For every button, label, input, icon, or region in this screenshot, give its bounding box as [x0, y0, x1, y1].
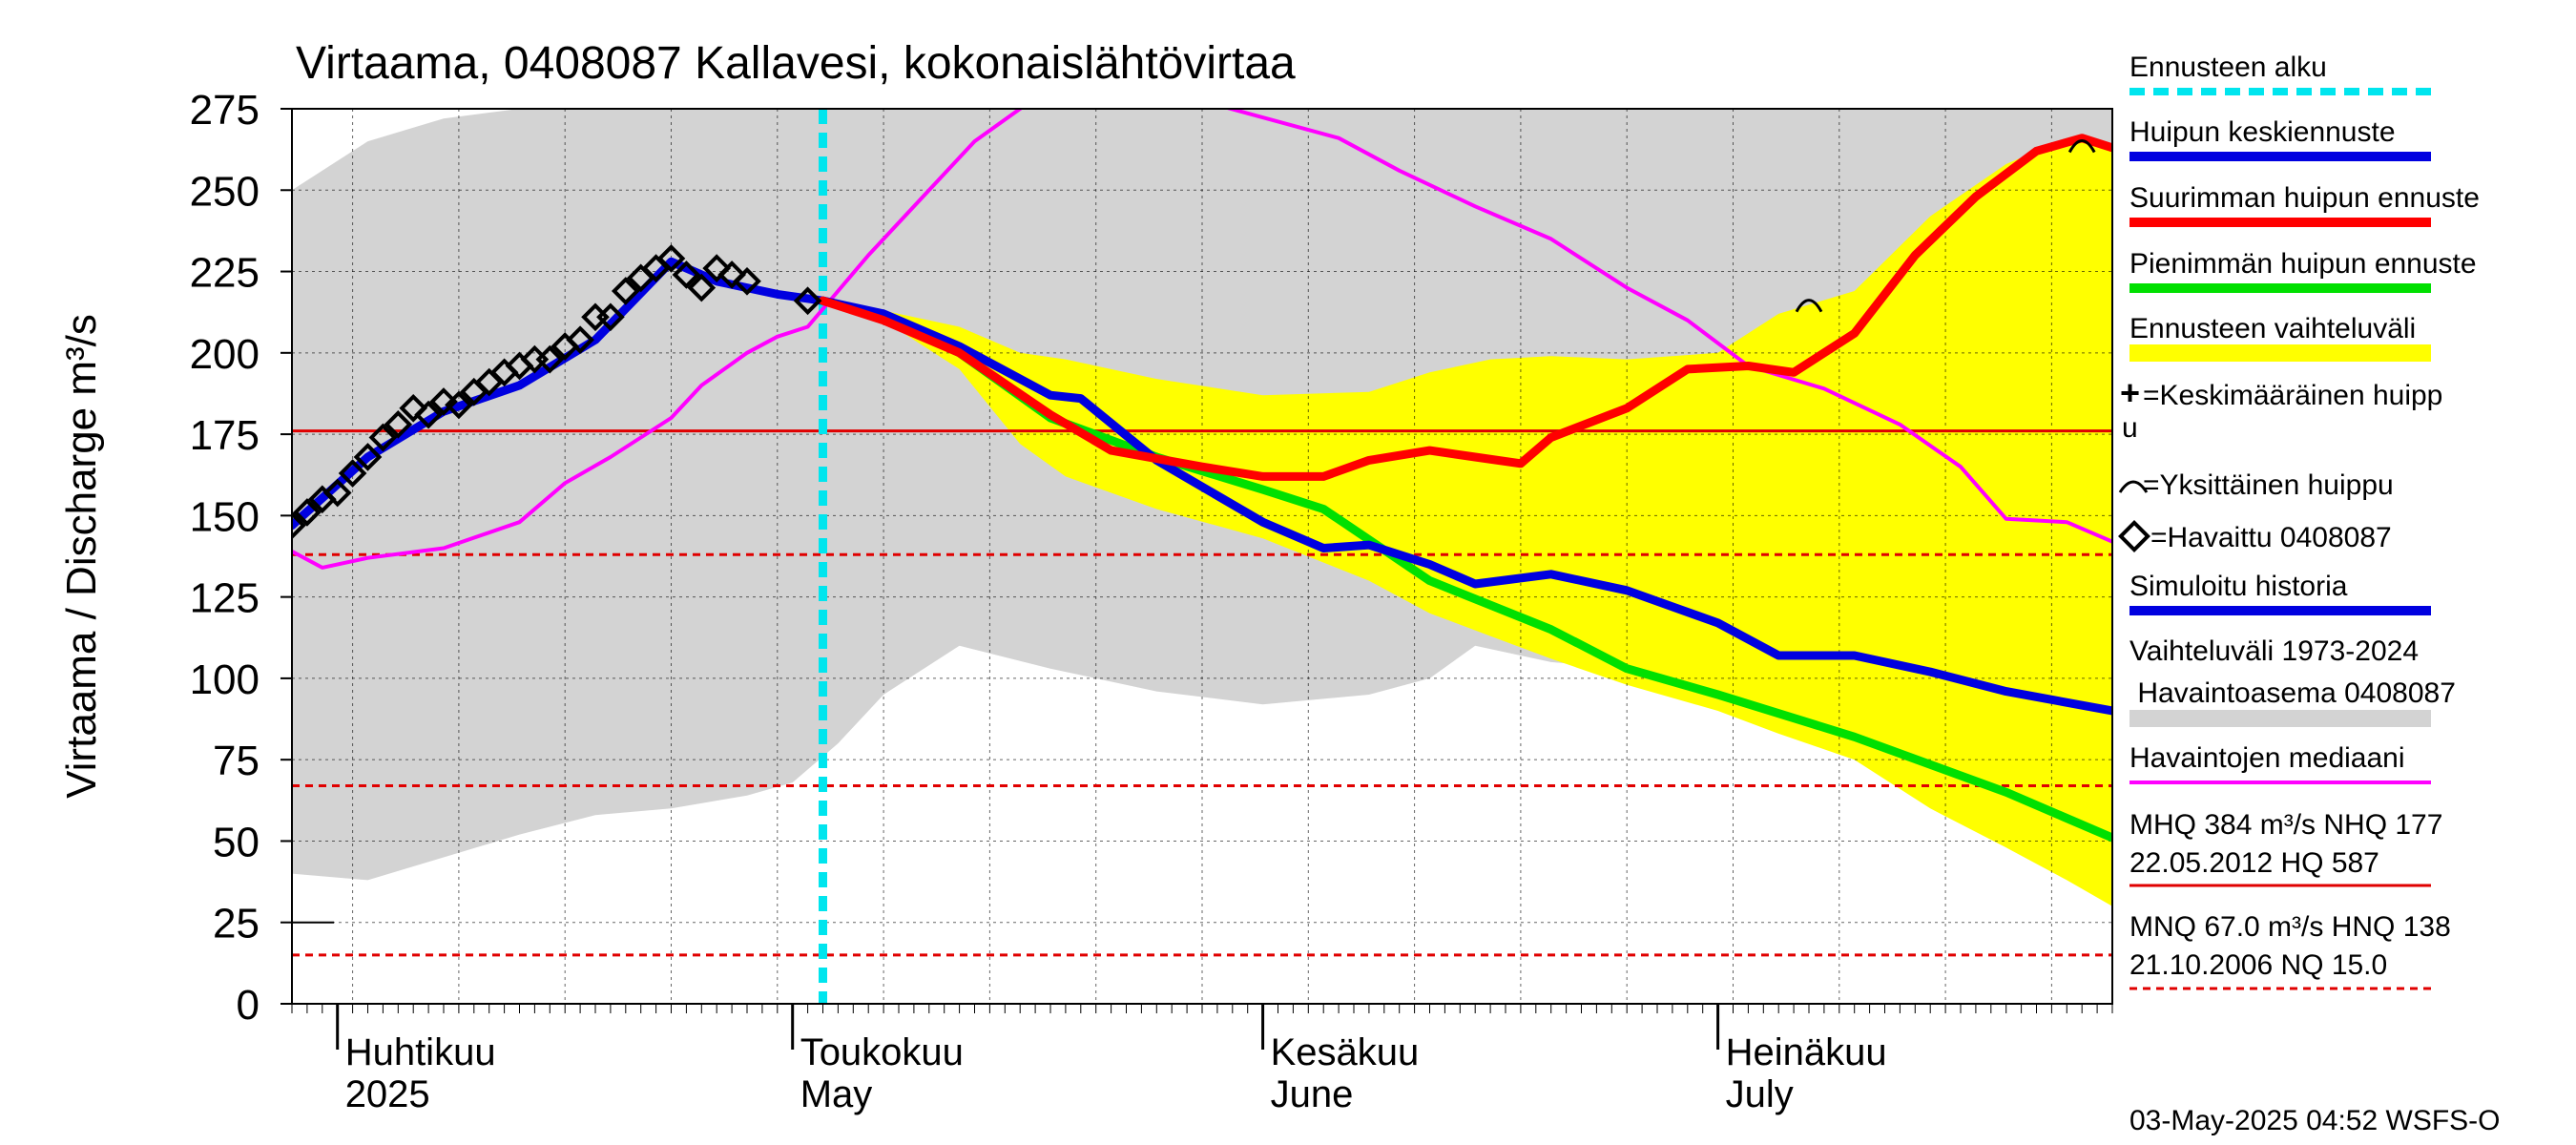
observed-point: [368, 423, 398, 452]
legend-avg-peak-label-cont: u: [2122, 412, 2138, 444]
observed-point: [293, 498, 322, 527]
legend-mnq-label: MNQ 67.0 m³/s HNQ 138: [2129, 911, 2451, 943]
y-tick-label: 125: [190, 575, 260, 622]
x-month-label-en: July: [1726, 1073, 1794, 1115]
peak-marker: [1795, 299, 1823, 313]
legend: Ennusteen alku Huipun keskiennuste Suuri…: [2118, 52, 2480, 990]
legend-range-label: Vaihteluväli 1973-2024: [2129, 635, 2419, 667]
legend-mnq-label-cont: 21.10.2006 NQ 15.0: [2129, 949, 2387, 981]
y-tick-label: 275: [190, 87, 260, 134]
observed-point: [445, 390, 473, 420]
y-tick-label: 75: [213, 738, 260, 784]
legend-mean-peak-label: Huipun keskiennuste: [2129, 116, 2396, 148]
y-tick-label: 225: [190, 250, 260, 297]
y-tick-label: 100: [190, 656, 260, 703]
observed-markers: [292, 139, 2096, 540]
observed-point: [384, 410, 413, 439]
legend-simulated-label: Simuloitu historia: [2129, 571, 2348, 602]
observed-point: [717, 260, 746, 289]
peak-arc-icon: [2118, 480, 2149, 493]
legend-single-peak-label: =Yksittäinen huippu: [2143, 469, 2394, 501]
series-line-havaintojen-mediaani: [292, 109, 2112, 570]
observed-point: [702, 254, 732, 282]
observed-point: [656, 244, 686, 273]
plot-area: [292, 109, 2112, 1004]
y-tick-label: 150: [190, 493, 260, 540]
legend-mhq-label: MHQ 384 m³/s NHQ 177: [2129, 809, 2442, 841]
y-axis: 0 25 50 75 100 125 150 175 200 225 250 275: [190, 87, 334, 1029]
peak-marker: [2067, 139, 2096, 154]
x-month-label-en: June: [1271, 1073, 1354, 1115]
legend-range-swatch: [2129, 710, 2431, 727]
y-tick-label: 250: [190, 168, 260, 215]
observed-point: [353, 443, 383, 471]
y-tick-label: 0: [237, 982, 260, 1029]
chart-title: Virtaama, 0408087 Kallavesi, kokonaisläh…: [296, 38, 1296, 89]
y-tick-label: 50: [213, 819, 260, 865]
timestamp: 03-May-2025 04:52 WSFS-O: [2129, 1105, 2501, 1136]
y-tick-label: 200: [190, 331, 260, 378]
observed-point: [322, 478, 352, 508]
y-tick-label: 25: [213, 901, 260, 947]
x-month-label-fi: Huhtikuu: [345, 1031, 496, 1073]
reference-lines: [292, 109, 2112, 1004]
observed-point: [429, 387, 458, 416]
legend-forecast-range-label: Ennusteen vaihteluväli: [2129, 313, 2416, 344]
x-month-label-fi: Heinäkuu: [1726, 1031, 1887, 1073]
series-lines: [292, 109, 2112, 843]
observed-point: [399, 393, 428, 423]
observed-point: [338, 459, 367, 488]
legend-median-label: Havaintojen mediaani: [2129, 742, 2405, 774]
y-tick-label: 175: [190, 412, 260, 459]
observed-point: [687, 273, 717, 302]
observed-point: [596, 302, 625, 332]
plus-icon: +: [2120, 373, 2140, 412]
legend-min-peak-label: Pienimmän huipun ennuste: [2129, 248, 2477, 280]
legend-observed-label: =Havaittu 0408087: [2150, 522, 2392, 553]
observed-point: [566, 325, 594, 355]
legend-forecast-range-swatch: [2129, 344, 2431, 362]
legend-max-peak-label: Suurimman huipun ennuste: [2129, 182, 2480, 214]
series-line-simuloitu-historia: [292, 257, 827, 531]
y-axis-label: Virtaama / Discharge m³/s: [58, 314, 105, 799]
observed-point: [611, 277, 640, 305]
observed-point: [733, 266, 761, 296]
observed-point: [793, 286, 822, 316]
diamond-icon: [2118, 520, 2150, 552]
observed-point: [292, 510, 306, 540]
observed-point: [414, 400, 443, 429]
x-month-label-fi: Toukokuu: [800, 1031, 964, 1073]
series-line-huipun-keskiennuste: [819, 296, 2112, 716]
x-month-label-en: 2025: [345, 1073, 430, 1115]
legend-forecast-start-label: Ennusteen alku: [2129, 52, 2327, 83]
x-month-label-fi: Kesäkuu: [1271, 1031, 1420, 1073]
observed-point: [672, 260, 701, 289]
legend-mhq-label-cont: 22.05.2012 HQ 587: [2129, 847, 2379, 879]
series-line-suurimman-huipun-ennuste: [819, 134, 2112, 481]
x-month-label-en: May: [800, 1073, 873, 1115]
legend-avg-peak-label: =Keskimääräinen huipp: [2143, 380, 2442, 411]
legend-range-label-cont: Havaintoasema 0408087: [2129, 677, 2456, 709]
observed-point: [535, 344, 565, 374]
